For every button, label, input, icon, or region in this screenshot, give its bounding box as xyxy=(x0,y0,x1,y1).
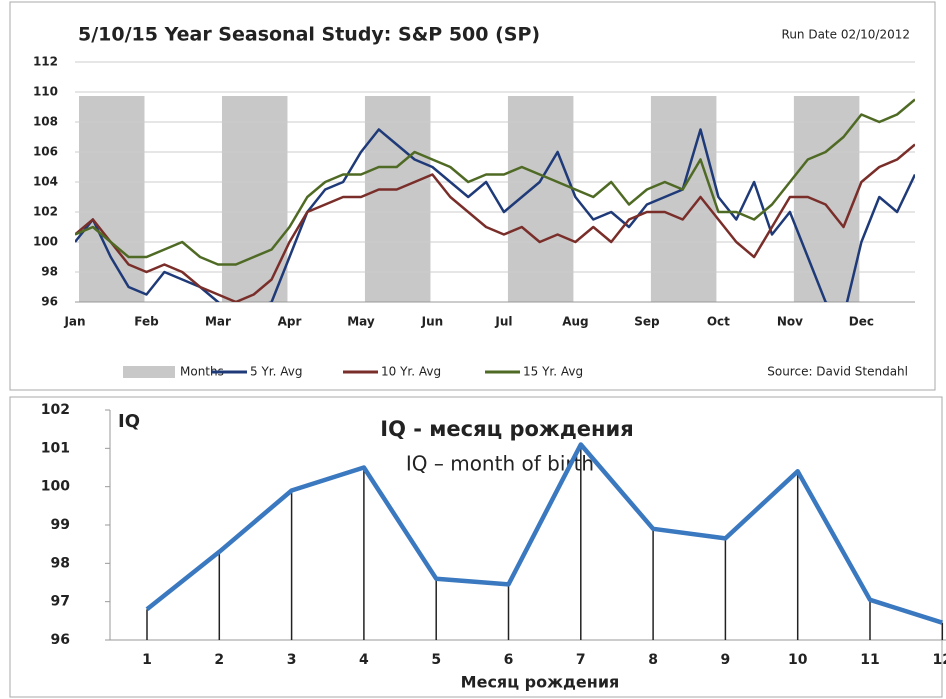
series-line xyxy=(75,98,915,266)
run-date: Run Date 02/10/2012 xyxy=(782,28,910,42)
x-tick-label: Jan xyxy=(63,315,85,329)
x-tick-label: Nov xyxy=(777,315,803,329)
x-tick-label: 5 xyxy=(431,652,441,668)
month-band xyxy=(221,96,288,302)
x-tick-label: Mar xyxy=(205,315,231,329)
x-axis-label: Месяц рождения xyxy=(461,673,620,692)
x-tick-label: Jul xyxy=(494,315,512,329)
y-tick-label: 101 xyxy=(41,440,70,456)
x-tick-label: Oct xyxy=(707,315,730,329)
x-tick-label: 1 xyxy=(142,652,152,668)
x-tick-label: 7 xyxy=(576,652,586,668)
x-tick-label: 11 xyxy=(860,652,879,668)
legend-label: Months xyxy=(180,365,224,379)
month-band xyxy=(79,96,145,302)
series-line xyxy=(75,128,915,302)
x-tick-label: Apr xyxy=(278,315,302,329)
y-tick-label: 102 xyxy=(41,402,70,418)
y-tick-label: 96 xyxy=(51,632,70,648)
y-axis-label: IQ xyxy=(118,411,140,432)
y-tick-label: 100 xyxy=(41,479,70,495)
legend-label: 5 Yr. Avg xyxy=(250,365,302,379)
y-tick-label: 112 xyxy=(33,55,58,69)
x-tick-label: 10 xyxy=(788,652,808,668)
panel xyxy=(9,396,943,698)
source: Source: David Stendahl xyxy=(767,365,908,379)
y-tick-label: 108 xyxy=(33,115,58,129)
x-tick-label: 2 xyxy=(214,652,224,668)
chart-subtitle: IQ – month of birth xyxy=(406,452,594,476)
series-line xyxy=(145,442,943,625)
y-tick-label: 99 xyxy=(51,517,70,533)
y-tick-label: 102 xyxy=(33,205,58,219)
x-tick-label: 8 xyxy=(648,652,658,668)
x-tick-label: Sep xyxy=(634,315,660,329)
x-tick-label: Jun xyxy=(421,315,444,329)
y-tick-label: 97 xyxy=(51,594,70,610)
y-tick-label: 98 xyxy=(41,265,58,279)
x-tick-label: Feb xyxy=(134,315,159,329)
month-band xyxy=(793,96,860,302)
y-tick-label: 110 xyxy=(33,85,58,99)
x-tick-label: 6 xyxy=(504,652,514,668)
legend-label: 15 Yr. Avg xyxy=(523,365,583,379)
x-tick-label: May xyxy=(347,315,375,329)
y-tick-label: 96 xyxy=(41,295,58,309)
legend-label: 10 Yr. Avg xyxy=(381,365,441,379)
x-tick-label: Aug xyxy=(562,315,588,329)
legend-swatch xyxy=(123,366,175,378)
x-tick-label: 9 xyxy=(721,652,731,668)
y-tick-label: 100 xyxy=(33,235,58,249)
x-tick-label: 4 xyxy=(359,652,369,668)
y-tick-label: 98 xyxy=(51,555,70,571)
x-tick-label: 12 xyxy=(933,652,946,668)
y-tick-label: 106 xyxy=(33,145,58,159)
x-tick-label: 3 xyxy=(287,652,297,668)
x-tick-label: Dec xyxy=(849,315,874,329)
chart-title: IQ - месяц рождения xyxy=(380,417,634,441)
month-band xyxy=(364,96,431,302)
y-tick-label: 104 xyxy=(33,175,58,189)
chart-title: 5/10/15 Year Seasonal Study: S&P 500 (SP… xyxy=(78,24,540,46)
series-line xyxy=(75,143,915,302)
panel xyxy=(9,1,936,391)
